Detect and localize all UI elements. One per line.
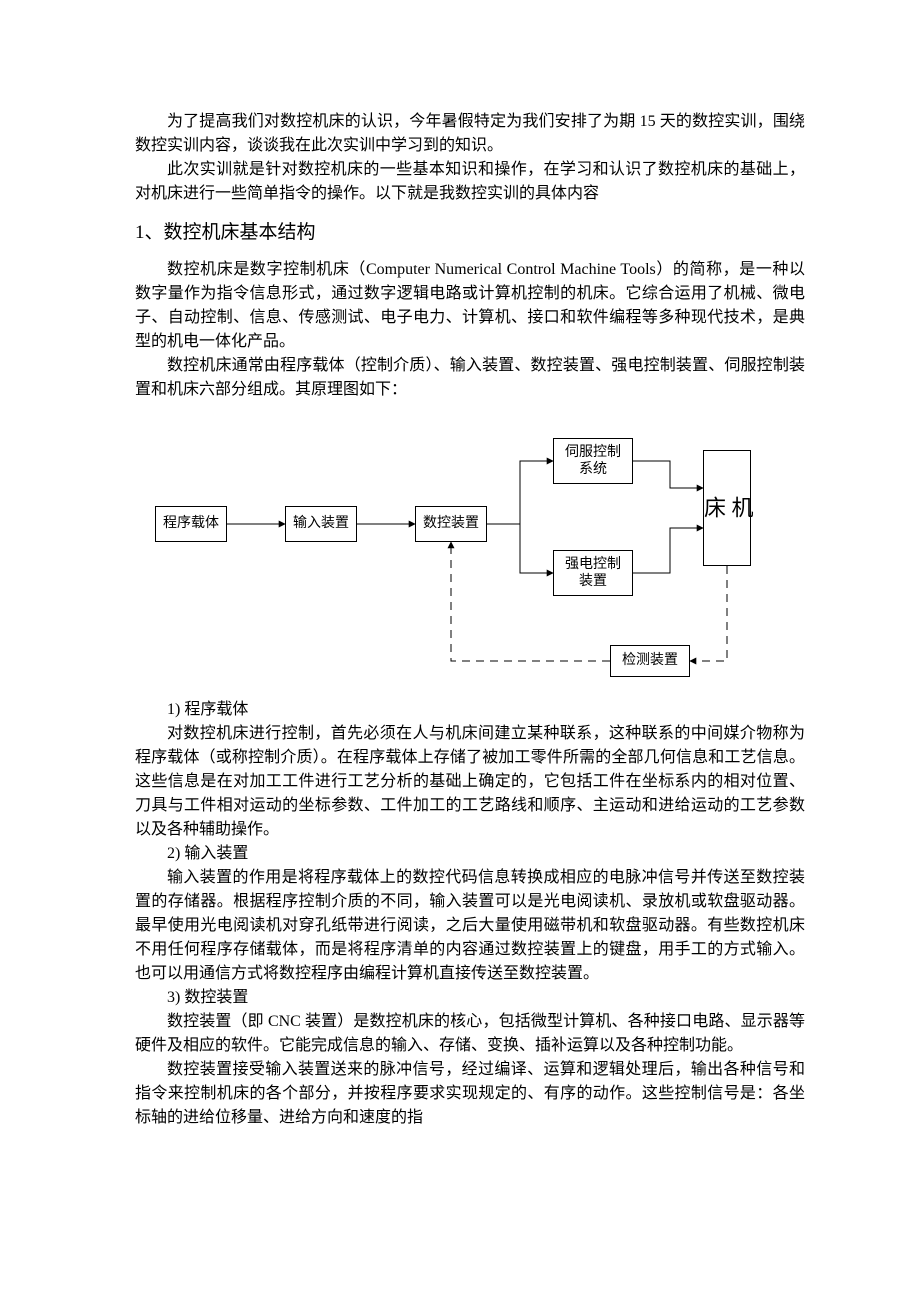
section1-p2: 数控机床通常由程序载体（控制介质）、输入装置、数控装置、强电控制装置、伺服控制装… (135, 354, 805, 402)
flow-edge (487, 461, 553, 524)
flow-edge (633, 528, 703, 573)
flow-edge (520, 524, 553, 573)
section1-title: 1、数控机床基本结构 (135, 218, 805, 248)
diagram-arrows (145, 420, 765, 680)
flow-node: 程序载体 (155, 506, 227, 542)
item2-head: 2) 输入装置 (135, 842, 805, 866)
flow-node: 输入装置 (285, 506, 357, 542)
item3-body-b: 数控装置接受输入装置送来的脉冲信号，经过编译、运算和逻辑处理后，输出各种信号和指… (135, 1058, 805, 1130)
flow-node: 伺服控制 系统 (553, 438, 633, 484)
principle-diagram: 程序载体 输入装置 数控装置 伺服控制 系统强电控制 装置检测装置 机 床 (145, 420, 765, 680)
section1-p1: 数控机床是数字控制机床（Computer Numerical Control M… (135, 258, 805, 354)
flow-edge (633, 461, 703, 488)
item2-body: 输入装置的作用是将程序载体上的数控代码信息转换成相应的电脉冲信号并传送至数控装置… (135, 866, 805, 986)
intro-p1: 为了提高我们对数控机床的认识，今年暑假特定为我们安排了为期 15 天的数控实训，… (135, 110, 805, 158)
item3-head: 3) 数控装置 (135, 986, 805, 1010)
item3-body: 数控装置（即 CNC 装置）是数控机床的核心，包括微型计算机、各种接口电路、显示… (135, 1010, 805, 1058)
item1-body: 对数控机床进行控制，首先必须在人与机床间建立某种联系，这种联系的中间媒介物称为程… (135, 722, 805, 842)
flow-node: 检测装置 (610, 645, 690, 677)
flow-node: 机 床 (703, 450, 751, 566)
intro-p2: 此次实训就是针对数控机床的一些基本知识和操作，在学习和认识了数控机床的基础上，对… (135, 158, 805, 206)
flow-node: 强电控制 装置 (553, 550, 633, 596)
flow-node: 数控装置 (415, 506, 487, 542)
flow-edge (690, 566, 727, 661)
item1-head: 1) 程序载体 (135, 698, 805, 722)
